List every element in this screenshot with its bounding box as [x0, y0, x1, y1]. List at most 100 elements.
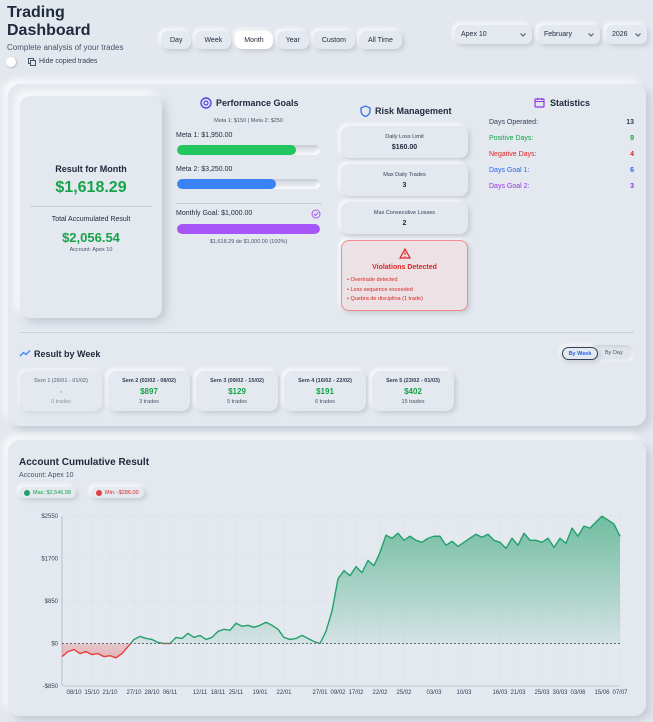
- period-button[interactable]: Day: [161, 31, 192, 49]
- progress-track: [177, 224, 320, 234]
- stat-value: 9: [630, 135, 634, 142]
- select[interactable]: February: [538, 25, 600, 44]
- summary-card: Result for Month $1,618.29 Total Accumul…: [8, 84, 646, 426]
- chart-subtitle: Account: Apex 10: [19, 472, 74, 479]
- risk-box: Max Daily Trades 3: [341, 164, 468, 196]
- selects: Apex 10 February 2026: [455, 25, 647, 44]
- monthly-note: $1,618.29 de $1,000.00 (100%): [209, 239, 288, 245]
- y-tick-label: $850: [45, 599, 59, 605]
- trend-icon: [19, 350, 31, 357]
- progress-track: [177, 145, 320, 155]
- stat-label: Negative Days:: [489, 151, 537, 158]
- y-tick-label: $2550: [41, 514, 58, 520]
- toggle-option[interactable]: By Day: [605, 350, 623, 356]
- x-tick-label: 17/02: [348, 690, 364, 696]
- x-tick-label: 18/11: [211, 690, 226, 696]
- violation: Overtrade detected: [347, 276, 423, 286]
- x-tick-label: 22/02: [372, 690, 388, 696]
- chevron: [635, 32, 641, 37]
- area: [62, 516, 620, 658]
- min-label: Min: -$286.00: [105, 489, 139, 496]
- x-tick-label: 16/03: [492, 690, 508, 696]
- select[interactable]: Apex 10: [455, 25, 532, 44]
- risk-title: Risk Management: [375, 106, 452, 116]
- result-value: $1,618.29: [55, 179, 127, 196]
- week-cards: Sem 1 (26/01 - 01/02) - 0 trades Sem 2 (02/…: [20, 371, 454, 411]
- stat-label: Days Operated:: [489, 119, 539, 126]
- result-title: Result for Month: [55, 164, 127, 174]
- week-card[interactable]: Sem 1 (26/01 - 01/02) - 0 trades: [20, 371, 102, 411]
- stat-value: 4: [630, 151, 634, 158]
- week-card[interactable]: Sem 2 (02/02 - 08/02) $897 3 trades: [108, 371, 190, 411]
- result-card: Result for Month $1,618.29 Total Accumul…: [20, 96, 162, 318]
- period-button[interactable]: Week: [195, 31, 232, 49]
- risk-label: Daily Loss Limit: [385, 133, 424, 140]
- x-tick-label: 09/02: [330, 690, 346, 696]
- y-tick-label: $1700: [41, 557, 58, 563]
- x-tick-label: 28/10: [144, 690, 160, 696]
- stat-label: Days Goal 1:: [489, 167, 530, 174]
- monthly-label: Monthly Goal: $1,000.00: [176, 210, 253, 217]
- chart-card: Account Cumulative Result Account: Apex …: [8, 440, 646, 716]
- risk-value: 2: [402, 219, 407, 227]
- goal-icon: [200, 97, 212, 109]
- weeks-title: Result by Week: [34, 349, 101, 359]
- x-tick-label: 27/10: [126, 690, 142, 696]
- max-label: Max: $2,546.98: [33, 489, 71, 496]
- x-tick-label: 07/07: [612, 690, 628, 696]
- period-button[interactable]: Year: [276, 31, 309, 49]
- week-value: -: [59, 386, 63, 396]
- period-button[interactable]: All Time: [358, 31, 402, 49]
- progress-fill: [177, 179, 276, 189]
- x-tick-label: 27/01: [312, 690, 328, 696]
- toggle-switch[interactable]: [6, 57, 16, 67]
- risk-box: Daily Loss Limit $160.00: [341, 126, 468, 158]
- x-tick-label: 08/10: [66, 690, 82, 696]
- chart-title: Account Cumulative Result: [19, 457, 150, 468]
- week-label: Sem 4 (16/02 - 22/02): [298, 377, 352, 384]
- week-card[interactable]: Sem 5 (23/02 - 01/03) $402 15 trades: [372, 371, 454, 411]
- x-tick-label: 06/11: [163, 690, 178, 696]
- select[interactable]: 2026: [606, 25, 647, 44]
- period-button[interactable]: Custom: [312, 31, 355, 49]
- risk-label: Max Consecutive Losses: [373, 209, 436, 216]
- x-tick-label: 25/02: [396, 690, 412, 696]
- week-value: $129: [228, 386, 246, 396]
- violation: Quebra de disciplina (1 trade): [347, 295, 422, 305]
- goals-subtitle: Meta 1: $150 | Meta 2: $250: [214, 118, 283, 124]
- account: Account: Apex 10: [69, 247, 113, 253]
- stat-label: Days Goal 2:: [489, 183, 530, 190]
- week-value: $191: [316, 386, 334, 396]
- violations-list: Overtrade detectedLoss sequence exceeded…: [347, 276, 423, 305]
- week-card[interactable]: Sem 3 (09/02 - 15/02) $129 5 trades: [196, 371, 278, 411]
- shield-icon: [360, 105, 371, 117]
- period-button[interactable]: Month: [235, 31, 273, 49]
- week-trades: 15 trades: [401, 398, 425, 405]
- dot: [96, 489, 102, 496]
- divider: [30, 206, 152, 207]
- subtitle: Complete analysis of your trades: [7, 43, 124, 52]
- page-title: Trading Dashboard: [7, 4, 91, 39]
- total-value: $2,056.54: [62, 230, 120, 245]
- y-tick-label: -$850: [43, 684, 59, 690]
- x-tick-label: 12/11: [193, 690, 208, 696]
- progress-track: [177, 179, 320, 189]
- violation: Loss sequence exceeded: [347, 286, 423, 296]
- risk-value: $160.00: [391, 143, 418, 151]
- max-chip: Max: $2,546.98: [19, 487, 76, 498]
- week-card[interactable]: Sem 4 (16/02 - 22/02) $191 6 trades: [284, 371, 366, 411]
- toggle-active[interactable]: By Week: [562, 347, 598, 360]
- x-tick-label: 15/10: [84, 690, 100, 696]
- x-tick-label: 21/03: [510, 690, 526, 696]
- week-trades: 6 trades: [315, 398, 335, 405]
- x-tick-label: 03/06: [570, 690, 586, 696]
- warning-icon: [399, 248, 411, 259]
- progress-fill: [177, 145, 296, 155]
- x-tick-label: 10/03: [456, 690, 472, 696]
- week-trades: 3 trades: [139, 398, 159, 405]
- week-trades: 5 trades: [227, 398, 247, 405]
- risk-box: Max Consecutive Losses 2: [341, 202, 468, 234]
- stats-title: Statistics: [550, 98, 591, 108]
- x-tick-label: 25/03: [534, 690, 550, 696]
